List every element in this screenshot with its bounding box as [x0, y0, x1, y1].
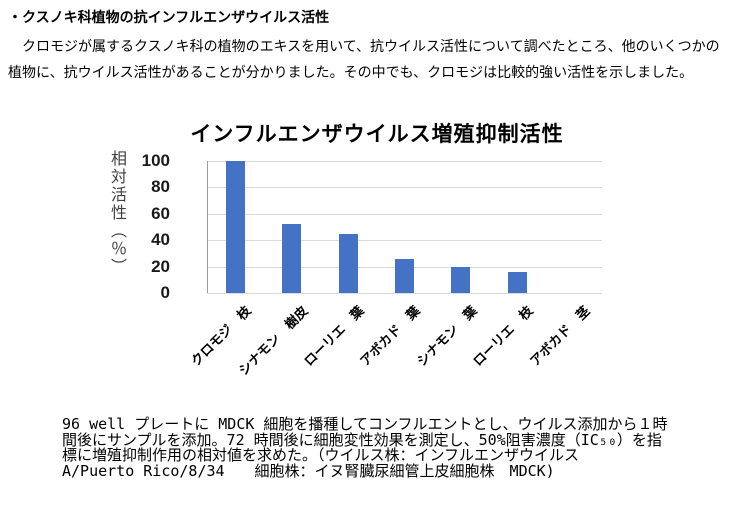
plot-area — [207, 161, 602, 294]
bar — [282, 224, 302, 293]
x-axis-label: ローリエ 枝 — [470, 303, 537, 369]
bar — [395, 258, 414, 293]
gridline — [207, 161, 602, 162]
caption-line: A/Puerto Rico/8/34 細胞株：イヌ腎臓尿細管上皮細胞株 MDCK… — [62, 461, 555, 480]
y-tick-label: 40 — [151, 230, 170, 250]
y-tick-label: 60 — [151, 203, 170, 223]
gridline — [207, 213, 602, 215]
y-axis-line — [207, 161, 208, 293]
bar — [338, 233, 358, 293]
x-axis-label: アボカド 葉 — [357, 303, 424, 369]
gridline — [207, 187, 602, 189]
y-axis-title: 相対活性（％） — [108, 150, 125, 276]
gridline — [207, 293, 602, 294]
y-tick-label: 80 — [151, 177, 170, 197]
y-tick-label: 20 — [151, 256, 170, 276]
paragraph-line: クロモジが属するクスノキ科の植物のエキスを用いて、抗ウイルス活性について調べたと… — [8, 38, 720, 54]
x-axis-label: アボカド 茎 — [526, 303, 593, 369]
document-heading: ・クスノキ科植物の抗インフルエンザウイルス活性 — [8, 9, 330, 25]
bar — [451, 266, 471, 293]
intro-paragraph: クロモジが属するクスノキ科の植物のエキスを用いて、抗ウイルス活性について調べたと… — [8, 33, 720, 85]
caption-line: 間後にサンプルを添加。72 時間後に細胞変性効果を測定し、50%阻害濃度（IC₅… — [62, 430, 662, 449]
caption-line: 96 well プレートに MDCK 細胞を播種してコンフルエントとし、ウイルス… — [62, 415, 668, 433]
caption-line: 標に増殖抑制作用の相対値を求めた。（ウイルス株：インフルエンザウイルス — [62, 446, 580, 465]
bar — [507, 271, 527, 293]
chart-caption: 96 well プレートに MDCK 細胞を播種してコンフルエントとし、ウイルス… — [62, 415, 722, 480]
paragraph-line: 植物に、抗ウイルス活性があることが分かりました。その中でも、クロモジは比較的強い… — [8, 64, 694, 80]
bar — [225, 161, 245, 293]
y-tick-label: 0 — [160, 283, 170, 302]
y-tick-label: 100 — [141, 151, 170, 170]
chart-title: インフルエンザウイルス増殖抑制活性 — [190, 123, 564, 146]
bar-chart: インフルエンザウイルス増殖抑制活性 相対活性（％） 0 20 40 60 80 100 ク… — [100, 112, 620, 408]
gridline — [207, 240, 602, 242]
